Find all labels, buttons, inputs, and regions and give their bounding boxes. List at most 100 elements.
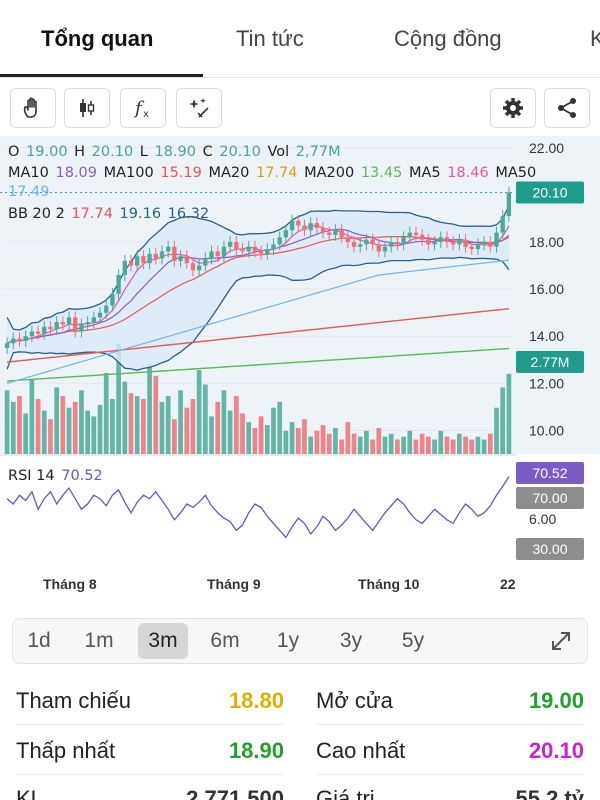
range-1m-button[interactable]: 1m [84,629,114,652]
last-price-badge: 20.10 [532,185,567,201]
candle-body [104,305,109,313]
close-value: 20.10 [219,144,261,160]
x-label-sep: Tháng 9 [207,576,261,592]
volume-bar [333,427,338,454]
range-3y-button[interactable]: 3y [339,629,363,652]
tab-community[interactable]: Cộng đồng [394,26,502,51]
candle-body [234,242,239,250]
rsi-tick-label: 6.00 [529,511,556,527]
candle-body [42,326,47,334]
volume-bar [302,419,307,454]
candle-body [252,246,258,252]
chart-canvas[interactable]: 22.00 18.00 16.00 14.00 12.00 10.00 20.10 2.77M… [0,136,600,564]
candle-body [73,317,78,332]
candle-body [221,246,227,257]
volume-bar [469,439,475,454]
candle-body [135,256,140,266]
expand-icon[interactable] [547,627,575,655]
indicators-button[interactable]: f x [120,88,166,128]
candle-body [277,237,282,245]
bb-legend: BB 20 2 17.74 19.16 16.32 [8,206,211,222]
chart-toolbar: f x [0,84,600,134]
range-5y-button[interactable]: 5y [401,629,425,652]
volume-bar [320,425,326,454]
chart-settings-button[interactable] [490,88,536,128]
range-6m-button[interactable]: 6m [210,629,240,652]
tab-more[interactable]: K [590,26,600,51]
volume-bar [141,399,146,454]
candle-body [308,223,313,231]
x-label-end: 22 [500,576,516,592]
volume-bar [481,439,487,454]
candle-body [389,242,394,247]
volume-bar [388,433,394,454]
volume-bar [10,401,16,454]
x-label-oct: Tháng 10 [358,576,420,592]
open-value: 19.00 [26,144,68,160]
candle-body [166,246,171,252]
rsi-label: RSI 14 [8,468,55,484]
volume-bar [215,401,221,454]
volume-stat-label: KL [16,786,43,800]
stats-row-3: KL 2,771,500 Giá trị 55.2 tỷ [0,786,600,800]
candle-body [345,237,350,242]
rsi-lower-level-badge-bg [516,538,584,560]
rsi-value: 70.52 [61,468,103,484]
rsi-value-badge-bg [516,462,584,484]
candle-body [370,239,375,245]
tab-overview[interactable]: Tổng quan [41,26,154,51]
candle-body [60,322,66,325]
volume-bar [85,410,90,454]
active-tab-indicator [0,74,203,77]
drawing-tools-button[interactable] [176,88,222,128]
candle-body [246,246,251,252]
volume-bar [401,436,406,454]
candle-body [17,338,22,341]
candle-body [314,223,320,228]
volume-bar [463,436,468,454]
tab-news[interactable]: Tin tức [236,26,304,51]
bb-upper-value: 19.16 [119,206,162,222]
share-button[interactable] [544,88,590,128]
candle-body [258,251,264,254]
candle-body [110,293,115,306]
range-1d-button[interactable]: 1d [27,629,51,652]
sparkle-draw-icon [189,98,209,118]
candle-body [178,256,183,261]
volume-bar [295,427,301,454]
high-label: H [74,144,86,160]
ohlc-legend: O 19.00 H 20.10 L 18.90 C 20.10 Vol 2,77… [8,144,343,160]
volume-bar [134,396,140,454]
candle-body [141,256,146,264]
candle-body [11,338,16,344]
trade-value-value: 55.2 tỷ [515,786,585,800]
hand-tool-button[interactable] [10,88,56,128]
candle-body [500,216,505,233]
volume-badge-bg [516,351,584,373]
rsi-upper-level-badge: 70.00 [532,490,567,506]
candle-body [283,230,289,238]
volume-bar [128,393,134,454]
candle-body [172,246,177,261]
candle-body [289,220,295,231]
candle-body [91,317,96,323]
range-1y-button[interactable]: 1y [276,629,300,652]
bb-lower-value: 16.32 [167,206,210,222]
volume-bar [29,378,35,454]
price-chart[interactable]: 22.00 18.00 16.00 14.00 12.00 10.00 20.10 2.77M… [0,136,600,564]
chart-type-button[interactable] [64,88,110,128]
candle-body [79,324,84,332]
candle-body [4,343,10,348]
ma50-label: MA50 [495,165,537,181]
time-range-selector: 1d 1m 3m 6m 1y 3y 5y [12,618,588,664]
range-3m-button[interactable]: 3m [138,623,188,659]
bollinger-lower-line [6,256,510,371]
high-value: 20.10 [91,144,134,160]
ma10-line [6,228,510,344]
price-tick-label: 12.00 [529,375,564,391]
reference-label: Tham chiếu [16,688,131,713]
candle-body [240,249,245,252]
volume-bar [395,439,400,454]
rsi-lower-level-badge: 30.00 [532,541,567,557]
candle-body [209,251,214,259]
